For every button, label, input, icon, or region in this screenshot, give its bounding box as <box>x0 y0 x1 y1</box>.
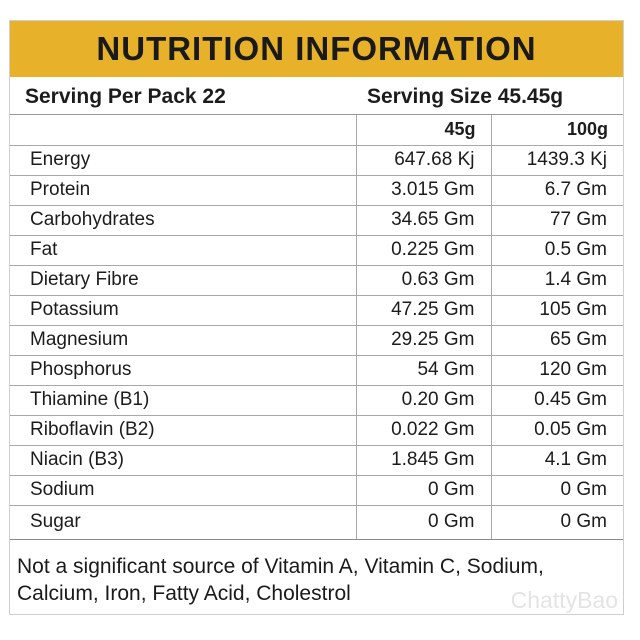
nutrient-name: Potassium <box>10 295 356 326</box>
value-45g: 1.845 Gm <box>355 445 491 476</box>
value-45g: 54 Gm <box>355 355 491 386</box>
table-header-row: 45g 100g <box>10 115 623 146</box>
value-100g: 120 Gm <box>490 355 623 386</box>
table-row: Protein 3.015 Gm 6.7 Gm <box>10 175 623 206</box>
table-row: Carbohydrates 34.65 Gm 77 Gm <box>10 205 623 236</box>
table-row: Energy 647.68 Kj 1439.3 Kj <box>10 145 623 176</box>
table-row: Magnesium 29.25 Gm 65 Gm <box>10 325 623 356</box>
value-100g: 0.5 Gm <box>490 235 623 266</box>
table-row: Sugar 0 Gm 0 Gm <box>10 505 623 540</box>
nutrient-name: Phosphorus <box>10 355 356 386</box>
value-45g: 0.225 Gm <box>355 235 491 266</box>
nutrition-table: 45g 100g Energy 647.68 Kj 1439.3 Kj Protein… <box>10 115 623 540</box>
table-row: Potassium 47.25 Gm 105 Gm <box>10 295 623 326</box>
table-row: Dietary Fibre 0.63 Gm 1.4 Gm <box>10 265 623 296</box>
footnote: Not a significant source of Vitamin A, V… <box>17 553 617 607</box>
footnote-line-1: Not a significant source of Vitamin A, V… <box>17 555 544 578</box>
nutrient-name: Carbohydrates <box>10 205 356 236</box>
nutrient-name: Riboflavin (B2) <box>10 415 356 446</box>
nutrient-name: Protein <box>10 175 356 206</box>
table-row: Niacin (B3) 1.845 Gm 4.1 Gm <box>10 445 623 476</box>
footnote-line-2: Calcium, Iron, Fatty Acid, Cholestrol <box>17 582 351 605</box>
serving-per-pack: Serving Per Pack 22 <box>25 85 226 108</box>
table-row: Thiamine (B1) 0.20 Gm 0.45 Gm <box>10 385 623 416</box>
table-row: Riboflavin (B2) 0.022 Gm 0.05 Gm <box>10 415 623 446</box>
value-45g: 647.68 Kj <box>355 145 491 176</box>
value-100g: 1439.3 Kj <box>490 145 623 176</box>
value-100g: 0 Gm <box>490 505 623 540</box>
nutrient-name: Dietary Fibre <box>10 265 356 296</box>
nutrient-name: Sugar <box>10 505 356 540</box>
watermark: ChattyBao <box>510 587 618 613</box>
value-45g: 0 Gm <box>355 505 491 540</box>
value-100g: 77 Gm <box>490 205 623 236</box>
nutrient-name: Sodium <box>10 475 356 506</box>
table-row: Fat 0.225 Gm 0.5 Gm <box>10 235 623 266</box>
value-45g: 0.63 Gm <box>355 265 491 296</box>
value-45g: 47.25 Gm <box>355 295 491 326</box>
table-row: Sodium 0 Gm 0 Gm <box>10 475 623 506</box>
value-45g: 3.015 Gm <box>355 175 491 206</box>
value-45g: 0 Gm <box>355 475 491 506</box>
table-row: Phosphorus 54 Gm 120 Gm <box>10 355 623 386</box>
value-100g: 105 Gm <box>490 295 623 326</box>
nutrition-label: NUTRITION INFORMATION Serving Per Pack 2… <box>9 20 624 615</box>
value-45g: 0.022 Gm <box>355 415 491 446</box>
column-header-nutrient <box>10 115 356 146</box>
serving-info: Serving Per Pack 22 Serving Size 45.45g <box>10 77 623 115</box>
value-100g: 0.05 Gm <box>490 415 623 446</box>
value-100g: 6.7 Gm <box>490 175 623 206</box>
value-45g: 34.65 Gm <box>355 205 491 236</box>
title-banner: NUTRITION INFORMATION <box>10 21 623 77</box>
value-45g: 0.20 Gm <box>355 385 491 416</box>
value-100g: 65 Gm <box>490 325 623 356</box>
value-100g: 1.4 Gm <box>490 265 623 296</box>
value-100g: 0 Gm <box>490 475 623 506</box>
nutrient-name: Niacin (B3) <box>10 445 356 476</box>
nutrient-name: Thiamine (B1) <box>10 385 356 416</box>
page-title: NUTRITION INFORMATION <box>96 30 537 67</box>
column-header-45g: 45g <box>355 115 491 146</box>
nutrient-name: Fat <box>10 235 356 266</box>
value-100g: 4.1 Gm <box>490 445 623 476</box>
value-45g: 29.25 Gm <box>355 325 491 356</box>
nutrient-name: Energy <box>10 145 356 176</box>
column-header-100g: 100g <box>490 115 623 146</box>
serving-size: Serving Size 45.45g <box>367 85 564 108</box>
value-100g: 0.45 Gm <box>490 385 623 416</box>
nutrient-name: Magnesium <box>10 325 356 356</box>
